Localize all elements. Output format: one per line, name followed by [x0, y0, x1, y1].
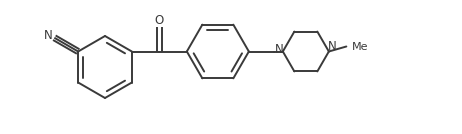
Text: N: N: [328, 40, 336, 53]
Text: O: O: [155, 14, 164, 27]
Text: N: N: [43, 29, 52, 42]
Text: N: N: [274, 42, 283, 55]
Text: Me: Me: [353, 42, 369, 51]
